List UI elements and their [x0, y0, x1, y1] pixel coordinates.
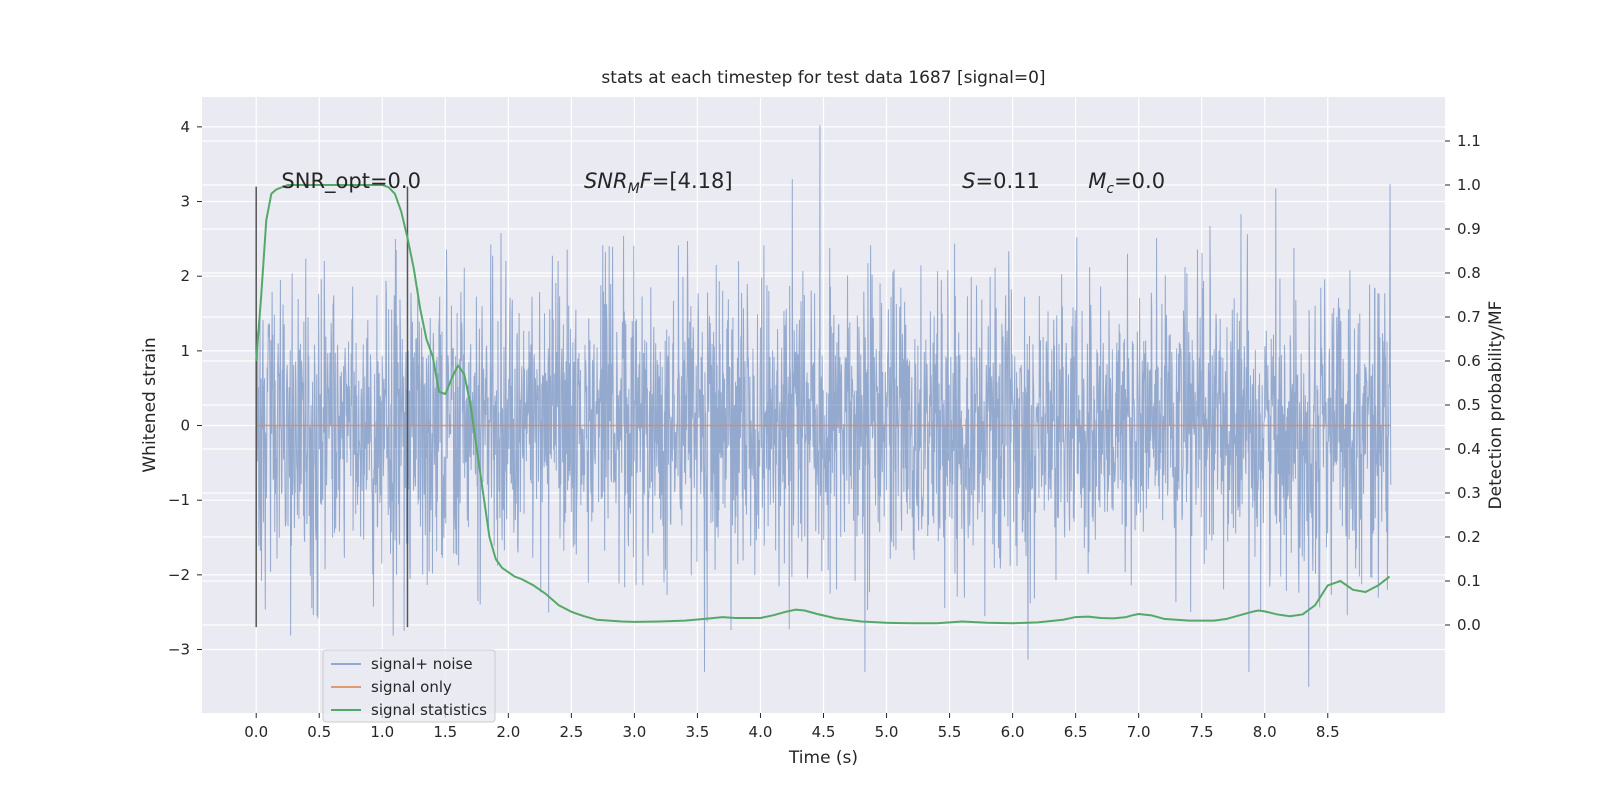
legend-label: signal+ noise [371, 655, 473, 673]
annotation-text: SNRMF=[4.18] [584, 169, 733, 197]
chart-title: stats at each timestep for test data 168… [601, 68, 1045, 88]
x-axis-ticks: 0.0 0.5 1.0 1.5 2.0 2.5 3.0 3.5 4.0 4.5 5.0 5.5 6.0 6… [244, 713, 1340, 741]
series-signal-noise [255, 125, 1392, 687]
legend-item: signal+ noise [331, 655, 473, 673]
y-axis-label: Whitened strain [140, 337, 160, 472]
x-tick-label: 5.5 [938, 723, 962, 741]
y-right-tick-label: 0.5 [1457, 396, 1481, 414]
y-right-tick-label: 0.7 [1457, 308, 1481, 326]
y-right-tick-label: 0.9 [1457, 220, 1481, 238]
x-tick-label: 1.0 [370, 723, 394, 741]
legend: signal+ noise signal only signal statistic… [322, 649, 496, 723]
y-right-tick-label: 0.4 [1457, 440, 1481, 458]
y-tick-label: −1 [168, 491, 190, 509]
legend-label: signal only [371, 678, 452, 696]
x-tick-label: 8.5 [1316, 723, 1340, 741]
annotation-text: S=0.11 [962, 169, 1040, 193]
y-right-axis-label: Detection probability/MF [1486, 301, 1506, 510]
y-tick-label: −2 [168, 566, 190, 584]
x-tick-label: 7.0 [1127, 723, 1151, 741]
y-right-tick-label: 1.0 [1457, 176, 1481, 194]
y-tick-label: −3 [168, 641, 190, 659]
y-tick-label: 1 [180, 342, 190, 360]
y-right-tick-label: 0.8 [1457, 264, 1481, 282]
x-tick-label: 0.0 [244, 723, 268, 741]
series-signal-statistics [255, 184, 1391, 625]
y-right-tick-label: 1.1 [1457, 132, 1481, 150]
x-tick-label: 7.5 [1190, 723, 1214, 741]
annotations: SNR_opt=0.0 SNRMF=[4.18] S=0.11 Mc=0.0 [281, 169, 1165, 197]
y-right-tick-label: 0.3 [1457, 484, 1481, 502]
y-right-axis-ticks: 0.0 0.1 0.2 0.3 0.4 0.5 0.6 0.7 0.8 0.9 1.0 1.1 [1445, 132, 1481, 634]
x-tick-label: 2.0 [496, 723, 520, 741]
legend-label: signal statistics [371, 701, 487, 719]
x-tick-label: 4.5 [812, 723, 836, 741]
y-tick-label: 0 [180, 417, 190, 435]
x-tick-label: 4.0 [749, 723, 773, 741]
legend-box [322, 649, 496, 723]
x-tick-label: 1.5 [433, 723, 457, 741]
x-tick-label: 8.0 [1253, 723, 1277, 741]
y-tick-label: 3 [180, 193, 190, 211]
vertical-markers [255, 186, 409, 628]
annotation-text: Mc=0.0 [1088, 169, 1165, 197]
line-signal-noise [255, 125, 1392, 687]
legend-item: signal statistics [331, 701, 487, 719]
x-tick-label: 5.0 [875, 723, 899, 741]
annotation-text: SNR_opt=0.0 [281, 169, 421, 194]
y-right-tick-label: 0.2 [1457, 528, 1481, 546]
x-tick-label: 2.5 [559, 723, 583, 741]
x-tick-label: 6.0 [1001, 723, 1025, 741]
y-tick-label: 4 [180, 118, 190, 136]
y-right-tick-label: 0.6 [1457, 352, 1481, 370]
x-tick-label: 3.5 [686, 723, 710, 741]
y-right-tick-label: 0.1 [1457, 572, 1481, 590]
x-tick-label: 6.5 [1064, 723, 1088, 741]
x-tick-label: 3.0 [622, 723, 646, 741]
y-axis-ticks: −3 −2 −1 0 1 2 3 4 [168, 118, 202, 659]
x-axis-label: Time (s) [788, 748, 858, 768]
line-signal-statistics [255, 184, 1391, 625]
y-right-tick-label: 0.0 [1457, 616, 1481, 634]
y-tick-label: 2 [180, 267, 190, 285]
x-tick-label: 0.5 [307, 723, 331, 741]
legend-item: signal only [331, 678, 452, 696]
